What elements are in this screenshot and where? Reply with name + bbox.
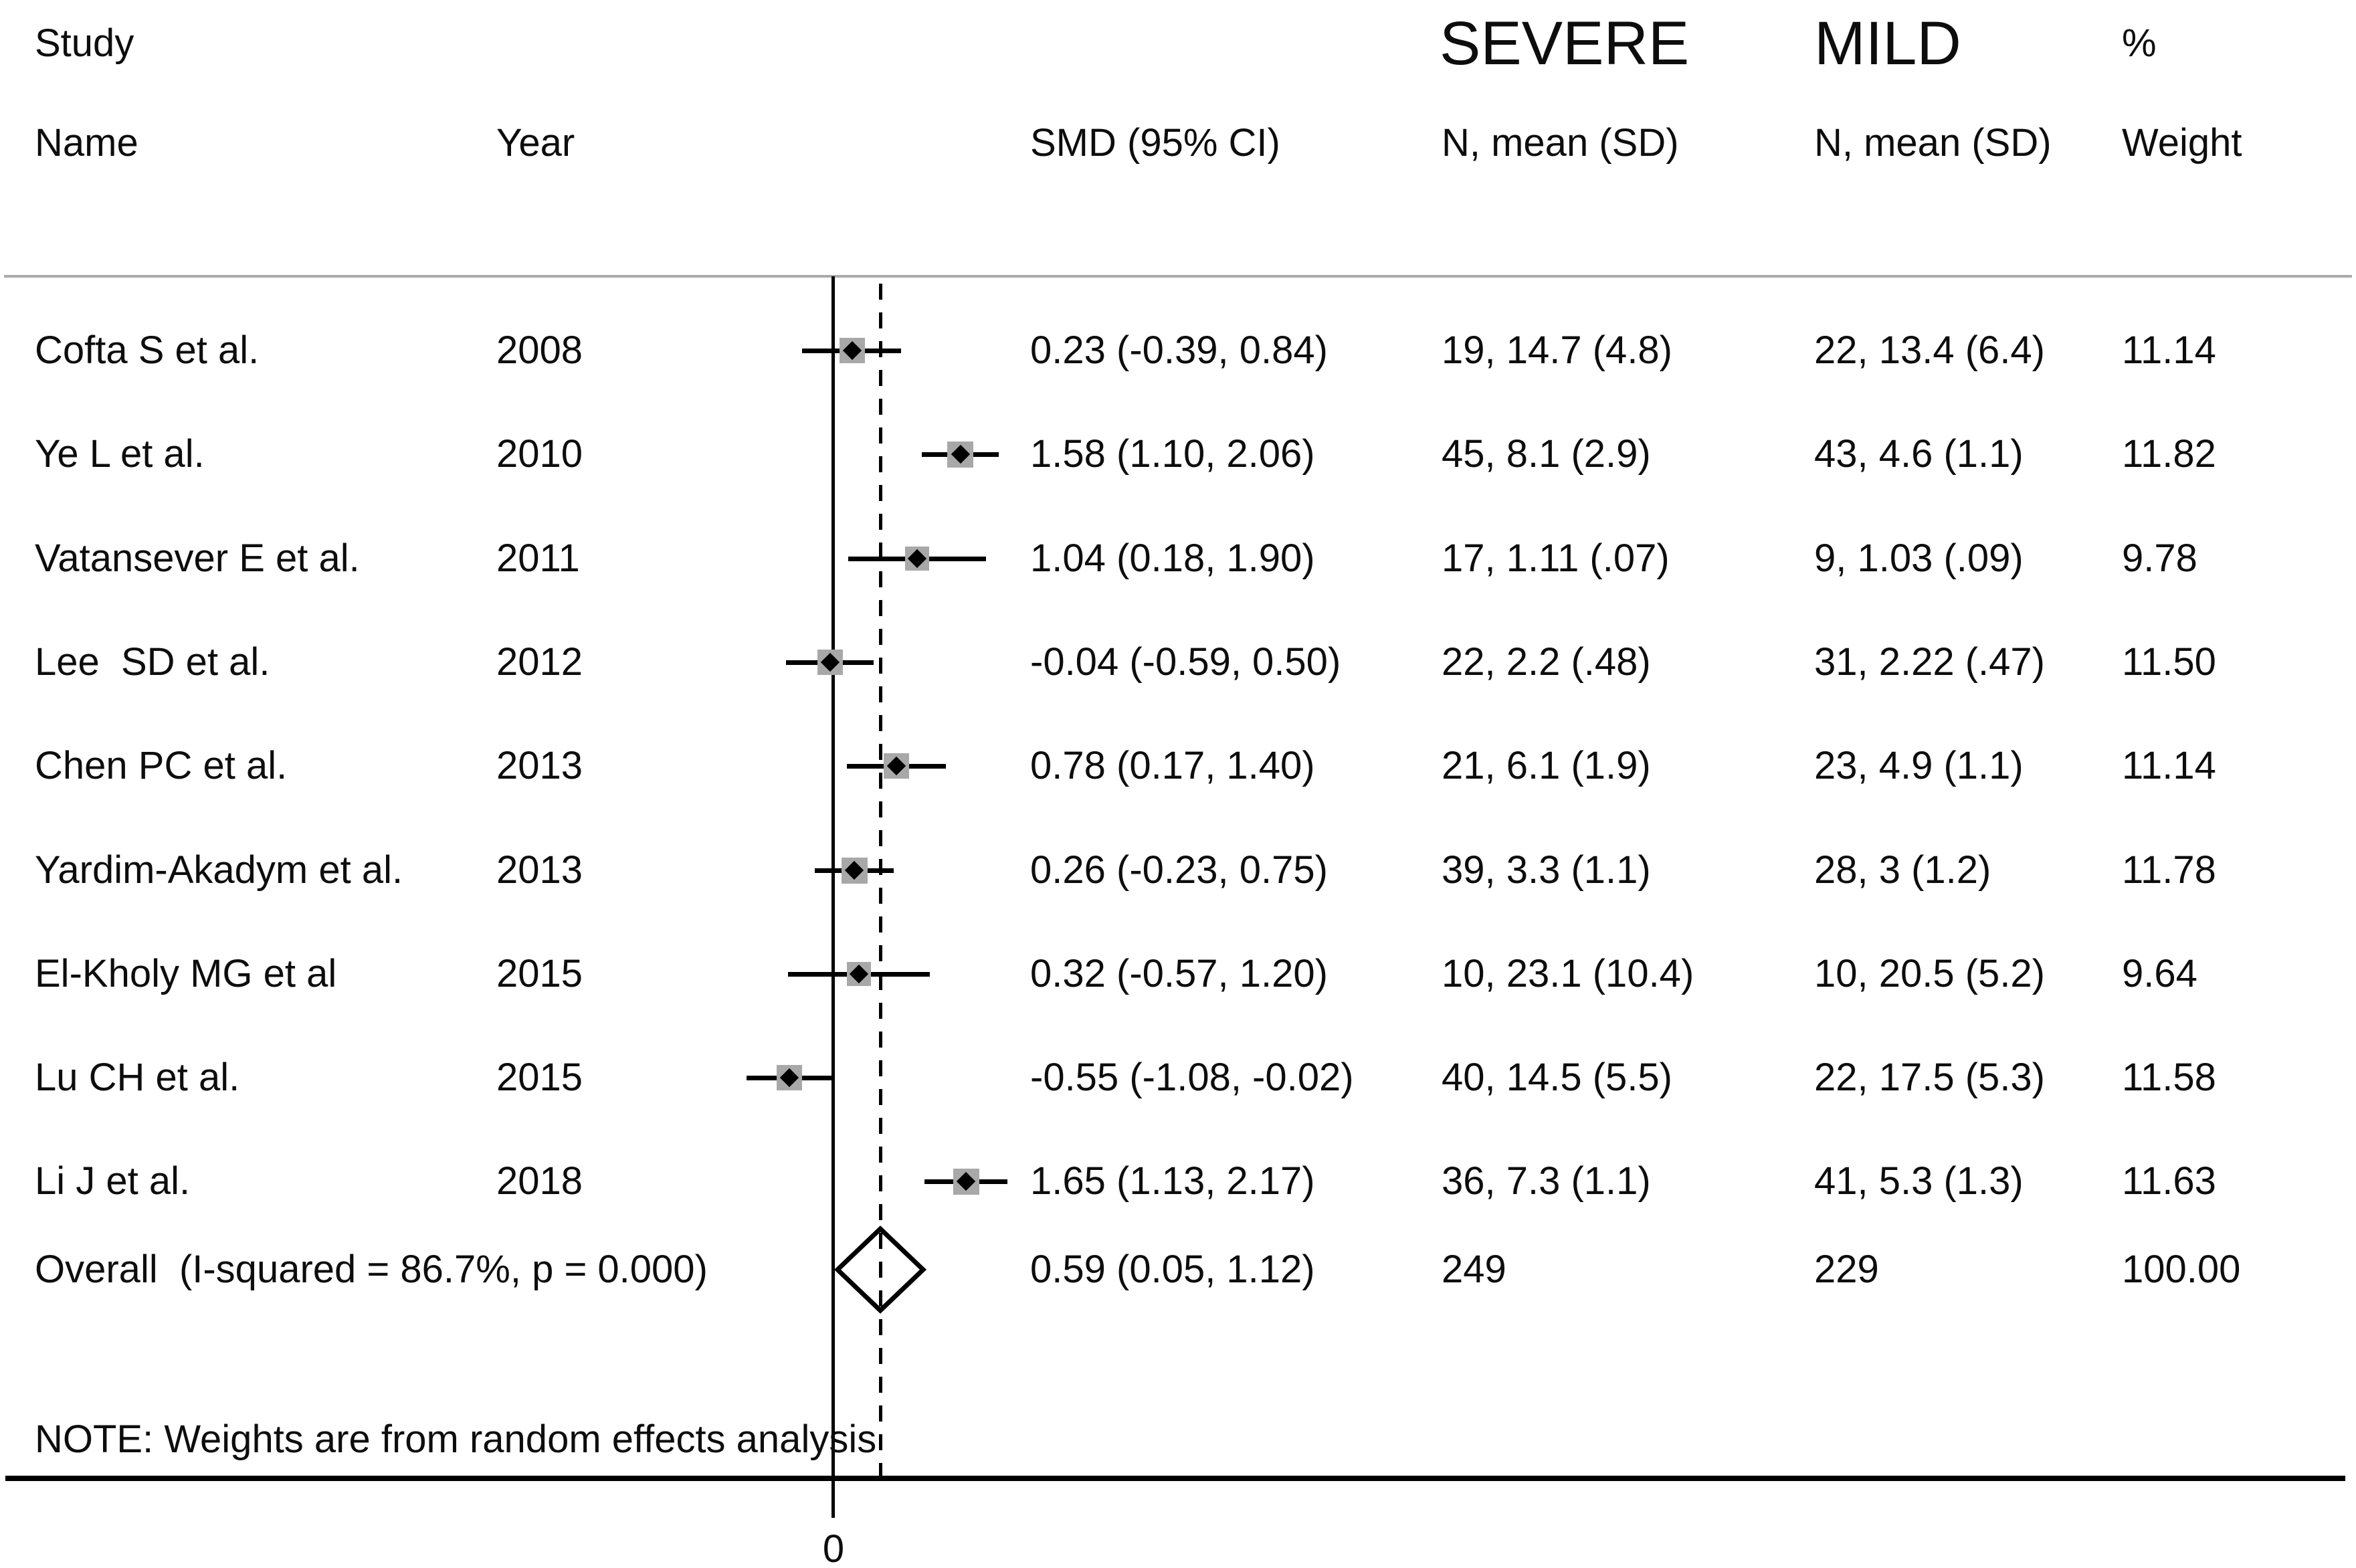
study-smd-text: 0.32 (-0.57, 1.20): [1030, 952, 1328, 995]
overall-label: Overall (I-squared = 86.7%, p = 0.000): [35, 1248, 708, 1291]
overall-severe-n: 249: [1442, 1248, 1506, 1291]
study-smd-text: 0.26 (-0.23, 0.75): [1030, 848, 1328, 892]
study-mild-n: 28, 3 (1.2): [1814, 848, 1991, 892]
header-severe-group: SEVERE: [1440, 9, 1690, 78]
study-year: 2013: [496, 744, 583, 787]
study-weight: 11.58: [2122, 1056, 2216, 1099]
overall-smd-text: 0.59 (0.05, 1.12): [1030, 1248, 1315, 1291]
study-smd-text: -0.04 (-0.59, 0.50): [1030, 640, 1341, 684]
study-name: Yardim-Akadym et al.: [35, 848, 403, 892]
study-year: 2018: [496, 1159, 583, 1203]
study-year: 2012: [496, 640, 583, 684]
study-mild-n: 43, 4.6 (1.1): [1814, 432, 2024, 476]
header-smd: SMD (95% CI): [1030, 121, 1280, 165]
study-year: 2013: [496, 848, 583, 892]
header-study: Study: [35, 21, 134, 65]
study-year: 2011: [496, 536, 580, 580]
study-name: Lu CH et al.: [35, 1056, 240, 1099]
header-mild-sub: N, mean (SD): [1814, 121, 2052, 165]
header-severe-sub: N, mean (SD): [1442, 121, 1679, 165]
study-mild-n: 10, 20.5 (5.2): [1814, 952, 2045, 995]
study-severe-n: 45, 8.1 (2.9): [1442, 432, 1651, 476]
study-severe-n: 39, 3.3 (1.1): [1442, 848, 1651, 892]
study-name: Lee SD et al.: [35, 640, 270, 684]
study-smd-text: 1.65 (1.13, 2.17): [1030, 1159, 1315, 1203]
study-name: Vatansever E et al.: [35, 536, 360, 580]
study-name: El-Kholy MG et al: [35, 952, 337, 995]
overall-mild-n: 229: [1814, 1248, 1879, 1291]
study-weight: 11.63: [2122, 1159, 2216, 1203]
header-mild-group: MILD: [1814, 9, 1961, 78]
header-percent: %: [2122, 21, 2157, 65]
study-smd-text: 1.58 (1.10, 2.06): [1030, 432, 1315, 476]
overall-dashed-line: [879, 284, 882, 1477]
study-mild-n: 41, 5.3 (1.3): [1814, 1159, 2024, 1203]
study-mild-n: 23, 4.9 (1.1): [1814, 744, 2024, 787]
study-year: 2008: [496, 328, 583, 372]
x-axis-line: [5, 1476, 2345, 1481]
study-severe-n: 19, 14.7 (4.8): [1442, 328, 1672, 372]
study-name: Chen PC et al.: [35, 744, 288, 787]
study-weight: 11.14: [2122, 744, 2216, 787]
study-severe-n: 17, 1.11 (.07): [1442, 536, 1670, 580]
overall-weight: 100.00: [2122, 1248, 2241, 1291]
study-mild-n: 31, 2.22 (.47): [1814, 640, 2045, 684]
study-weight: 9.64: [2122, 952, 2197, 995]
study-year: 2015: [496, 1056, 583, 1099]
study-weight: 11.50: [2122, 640, 2216, 684]
study-name: Ye L et al.: [35, 432, 205, 476]
study-severe-n: 40, 14.5 (5.5): [1442, 1056, 1672, 1099]
study-severe-n: 36, 7.3 (1.1): [1442, 1159, 1651, 1203]
study-weight: 11.78: [2122, 848, 2216, 892]
study-weight: 11.82: [2122, 432, 2216, 476]
header-name: Name: [35, 121, 138, 165]
study-mild-n: 22, 13.4 (6.4): [1814, 328, 2045, 372]
study-severe-n: 21, 6.1 (1.9): [1442, 744, 1651, 787]
header-year: Year: [496, 121, 575, 165]
study-year: 2015: [496, 952, 583, 995]
zero-line: [831, 276, 835, 1518]
study-smd-text: -0.55 (-1.08, -0.02): [1030, 1056, 1354, 1099]
x-axis-tick-label: 0: [822, 1527, 845, 1568]
study-smd-text: 1.04 (0.18, 1.90): [1030, 536, 1315, 580]
study-mild-n: 22, 17.5 (5.3): [1814, 1056, 2045, 1099]
study-severe-n: 22, 2.2 (.48): [1442, 640, 1651, 684]
note-text: NOTE: Weights are from random effects an…: [35, 1417, 877, 1461]
study-severe-n: 10, 23.1 (10.4): [1442, 952, 1694, 995]
study-mild-n: 9, 1.03 (.09): [1814, 536, 2024, 580]
header-separator-line: [4, 275, 2352, 278]
header-weight: Weight: [2122, 121, 2242, 165]
study-smd-text: 0.78 (0.17, 1.40): [1030, 744, 1315, 787]
study-name: Li J et al.: [35, 1159, 191, 1203]
study-weight: 11.14: [2122, 328, 2216, 372]
study-smd-text: 0.23 (-0.39, 0.84): [1030, 328, 1328, 372]
study-weight: 9.78: [2122, 536, 2197, 580]
study-year: 2010: [496, 432, 583, 476]
study-name: Cofta S et al.: [35, 328, 260, 372]
